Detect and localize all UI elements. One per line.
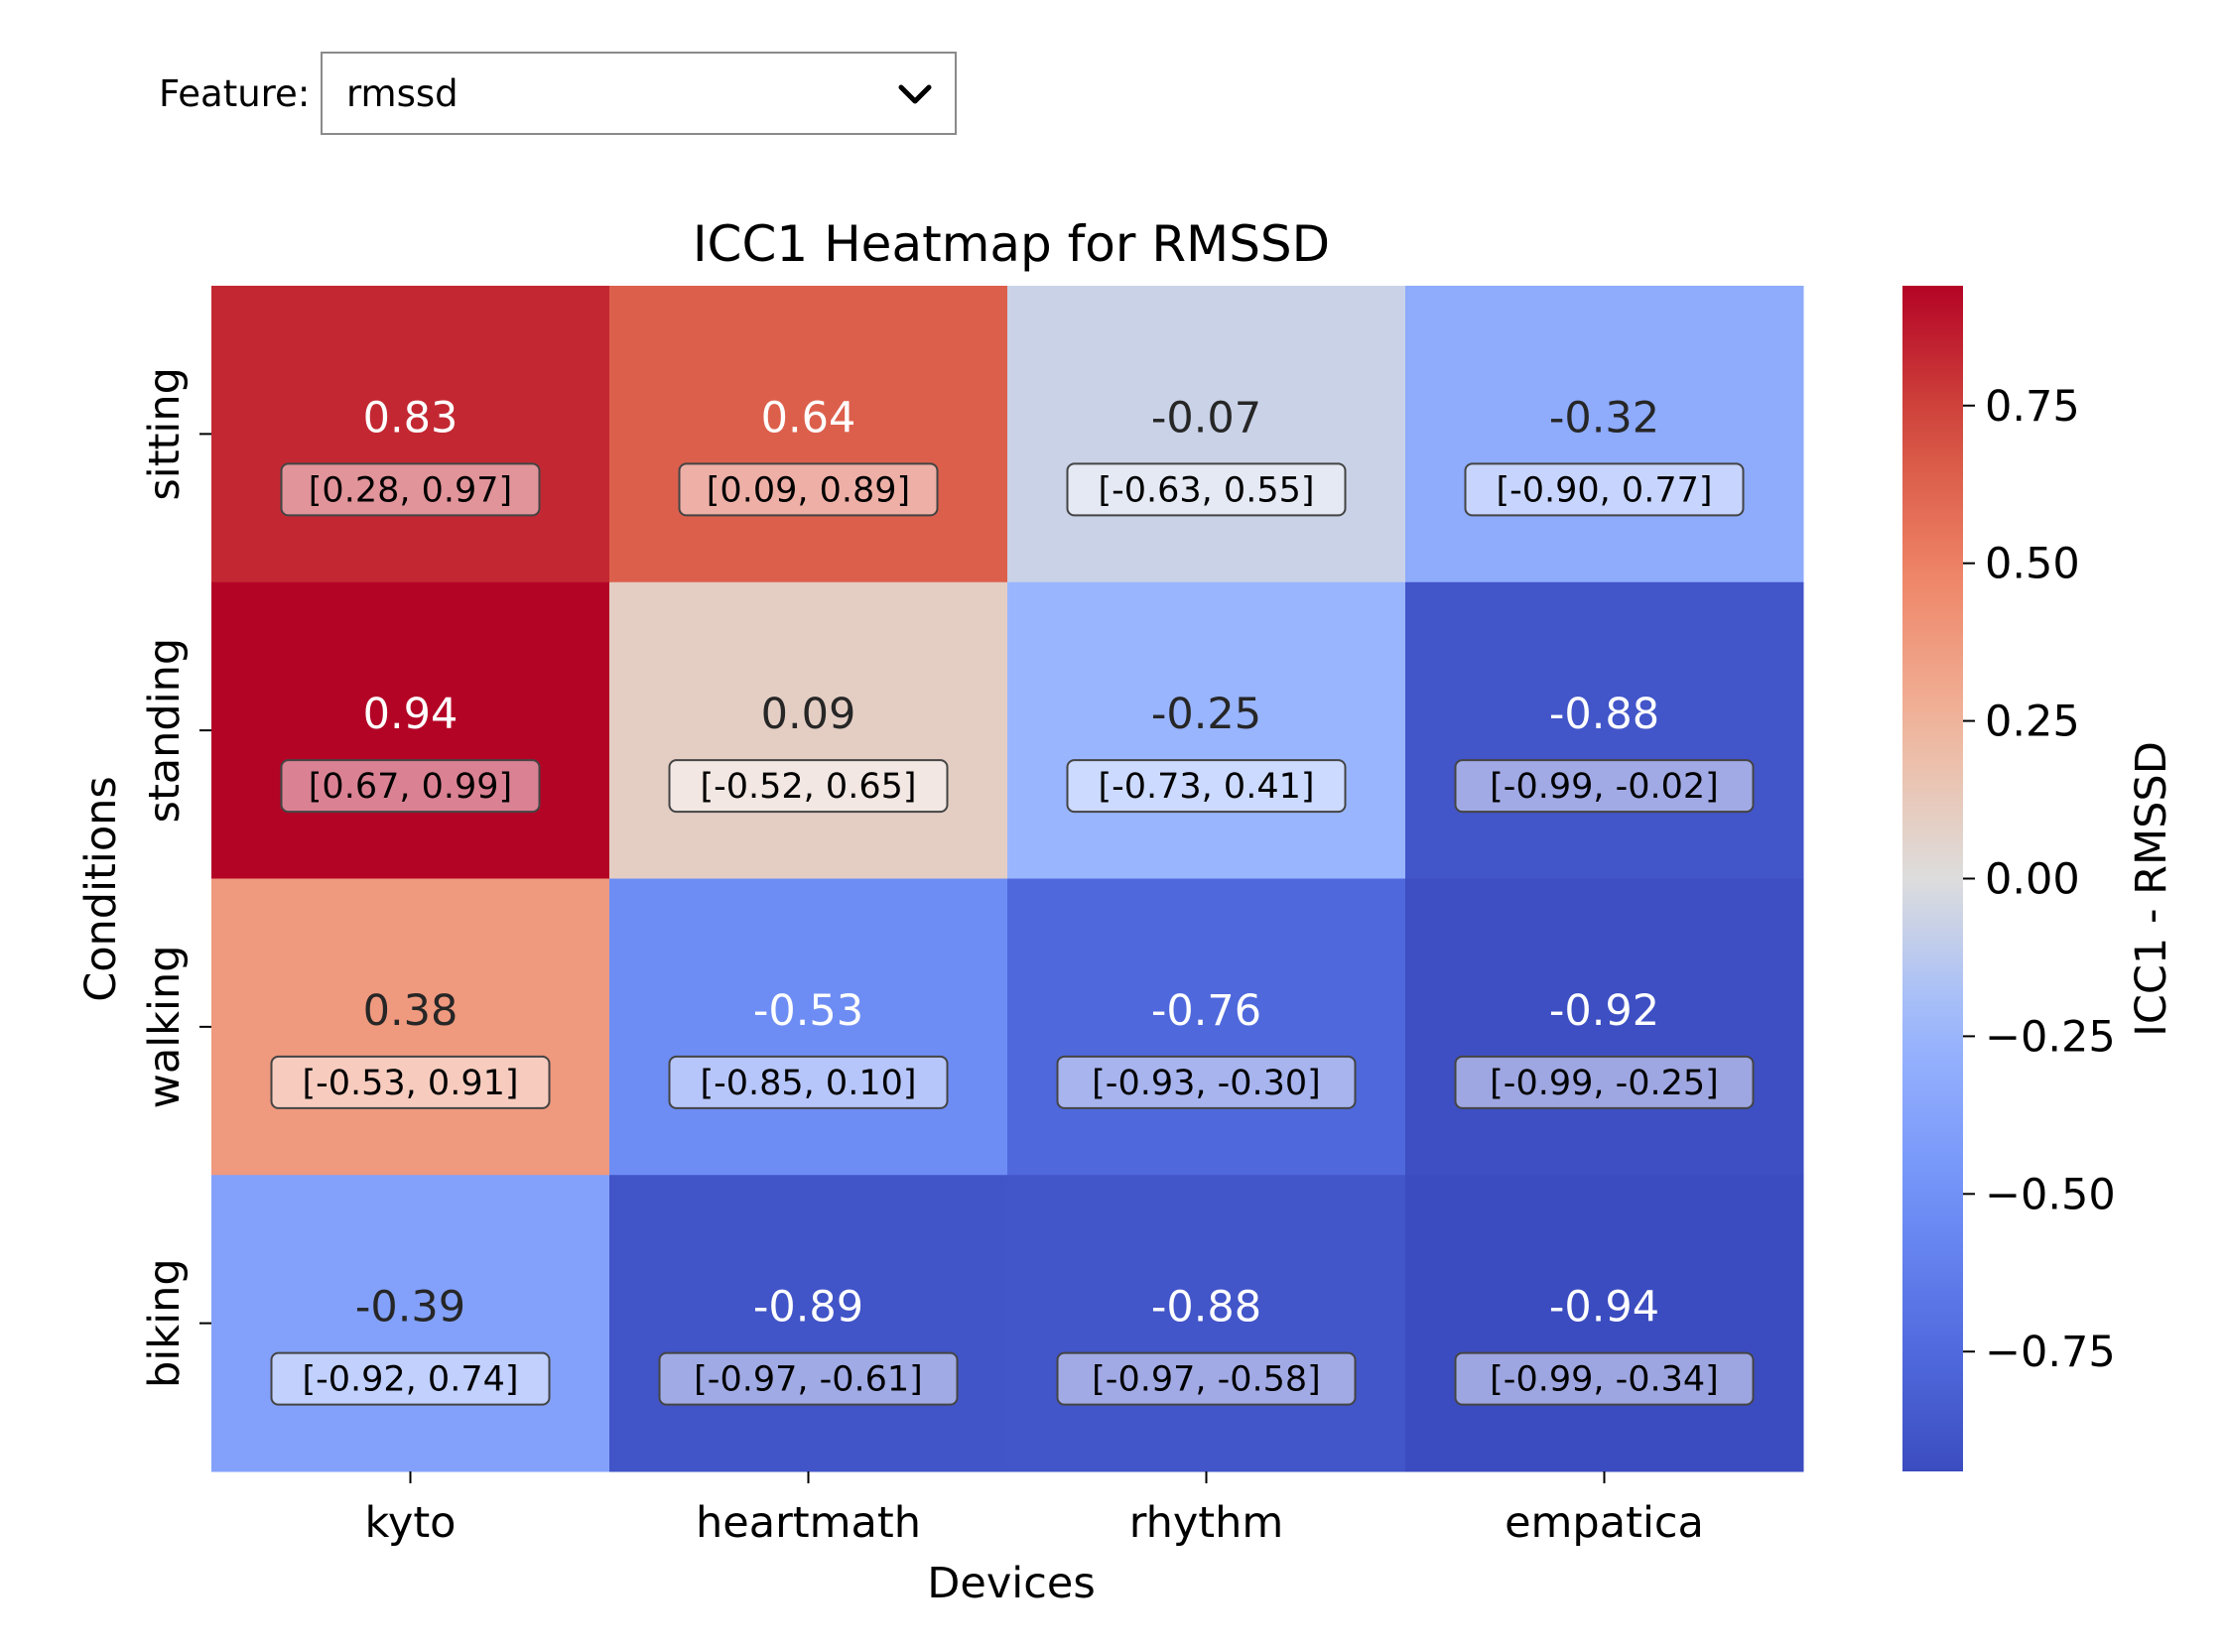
ci-label: [-0.53, 0.91]: [302, 1064, 518, 1103]
heatmap-cell-standing-heartmath: [609, 581, 1008, 879]
ci-label-box: [1056, 1055, 1357, 1109]
ci-label-box: [1056, 1351, 1357, 1406]
cell-value-label: -0.32: [1549, 393, 1659, 443]
cell-value-label: -0.92: [1549, 986, 1659, 1036]
heatmap-cell-sitting-empatica: [1405, 286, 1804, 583]
ci-label-box: [668, 759, 949, 814]
heatmap-cell-standing-empatica: [1405, 581, 1804, 879]
ci-label: [-0.73, 0.41]: [1098, 767, 1314, 807]
cell-value-label: -0.88: [1151, 1283, 1261, 1333]
heatmap-cell-walking-kyto: [211, 878, 610, 1176]
heatmap-cell-walking-heartmath: [609, 878, 1008, 1176]
heatmap-cell-walking-empatica: [1405, 878, 1804, 1176]
y-tick-label: sitting: [140, 367, 190, 501]
ci-label: [-0.99, -0.34]: [1490, 1360, 1719, 1400]
x-tick-label: kyto: [365, 1498, 457, 1548]
colorbar-tick-label: −0.75: [1985, 1328, 2116, 1377]
cell-value-label: -0.89: [753, 1283, 863, 1333]
cell-value-label: 0.83: [363, 393, 458, 443]
colorbar-tick-label: 0.25: [1985, 698, 2080, 747]
ci-label: [0.67, 0.99]: [309, 767, 512, 807]
heatmap-cell-sitting-heartmath: [609, 286, 1008, 583]
ci-label: [-0.52, 0.65]: [700, 767, 916, 807]
heatmap-cell-walking-rhythm: [1007, 878, 1406, 1176]
heatmap-cell-standing-kyto: [211, 581, 610, 879]
ci-label-box: [668, 1055, 949, 1109]
cell-value-label: 0.38: [363, 986, 458, 1036]
ci-label-box: [280, 759, 541, 814]
heatmap-cell-biking-kyto: [211, 1175, 610, 1472]
cell-value-label: -0.76: [1151, 986, 1261, 1036]
cell-value-label: -0.53: [753, 986, 863, 1036]
heatmap-cell-biking-rhythm: [1007, 1175, 1406, 1472]
x-axis-label: Devices: [927, 1559, 1095, 1608]
cell-value-label: -0.88: [1549, 690, 1659, 739]
cell-value-label: -0.25: [1151, 690, 1261, 739]
ci-label: [-0.97, -0.58]: [1092, 1360, 1321, 1400]
ci-label-box: [280, 462, 541, 517]
ci-label-box: [1454, 759, 1755, 814]
colorbar-label: ICC1 - RMSSD: [2127, 741, 2176, 1037]
chevron-down-icon: [898, 84, 932, 104]
heatmap-cell-biking-empatica: [1405, 1175, 1804, 1472]
y-tick-label: standing: [140, 638, 190, 824]
ci-label: [-0.97, -0.61]: [694, 1360, 923, 1400]
cell-value-label: -0.39: [355, 1283, 465, 1333]
feature-select[interactable]: rmssd: [321, 52, 957, 135]
ci-label: [-0.99, -0.02]: [1490, 767, 1719, 807]
feature-select-value: rmssd: [346, 71, 458, 115]
ci-label: [-0.99, -0.25]: [1490, 1064, 1719, 1103]
y-tick-label: walking: [140, 945, 190, 1108]
cell-value-label: -0.07: [1151, 393, 1261, 443]
ci-label-box: [1066, 462, 1347, 517]
ci-label-box: [1066, 759, 1347, 814]
ci-label: [-0.90, 0.77]: [1496, 470, 1712, 510]
colorbar-gradient: [1902, 286, 1963, 1471]
ci-label-box: [270, 1055, 551, 1109]
y-axis-label: Conditions: [76, 776, 126, 1002]
ci-label: [-0.93, -0.30]: [1092, 1064, 1321, 1103]
heatmap-cell-standing-rhythm: [1007, 581, 1406, 879]
cell-value-label: 0.94: [363, 690, 458, 739]
heatmap-cell-biking-heartmath: [609, 1175, 1008, 1472]
heatmap-cell-sitting-rhythm: [1007, 286, 1406, 583]
ci-label: [-0.92, 0.74]: [302, 1360, 518, 1400]
heatmap-cell-sitting-kyto: [211, 286, 610, 583]
colorbar-tick-label: 0.50: [1985, 540, 2080, 589]
y-tick-label: biking: [140, 1258, 190, 1388]
cell-value-label: -0.94: [1549, 1283, 1659, 1333]
ci-label: [-0.85, 0.10]: [700, 1064, 916, 1103]
ci-label-box: [1454, 1351, 1755, 1406]
ci-label-box: [1464, 462, 1745, 517]
x-tick-label: heartmath: [696, 1498, 921, 1548]
x-tick-label: empatica: [1505, 1498, 1704, 1548]
ci-label-box: [658, 1351, 959, 1406]
ci-label-box: [270, 1351, 551, 1406]
feature-label: Feature:: [159, 72, 311, 115]
colorbar-tick-label: 0.75: [1985, 382, 2080, 432]
cell-value-label: 0.09: [761, 690, 856, 739]
x-tick-label: rhythm: [1129, 1498, 1284, 1548]
ci-label: [0.28, 0.97]: [309, 470, 512, 510]
chart-title: ICC1 Heatmap for RMSSD: [693, 215, 1330, 273]
colorbar-tick-label: −0.25: [1985, 1012, 2116, 1062]
colorbar-tick-label: −0.50: [1985, 1170, 2116, 1219]
ci-label: [-0.63, 0.55]: [1098, 470, 1314, 510]
ci-label-box: [678, 462, 939, 517]
ci-label-box: [1454, 1055, 1755, 1109]
ci-label: [0.09, 0.89]: [707, 470, 910, 510]
colorbar-tick-label: 0.00: [1985, 855, 2080, 905]
cell-value-label: 0.64: [761, 393, 856, 443]
